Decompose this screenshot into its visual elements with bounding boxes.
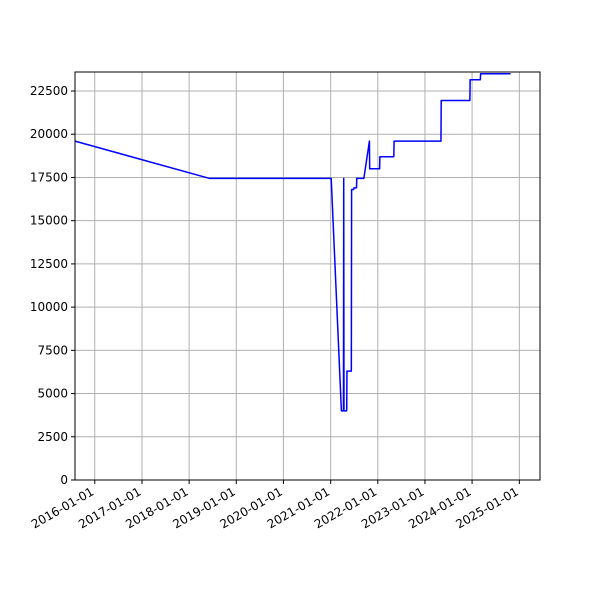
data-series — [74, 72, 511, 412]
y-tick-label: 5000 — [37, 387, 68, 401]
y-tick-label: 22500 — [30, 84, 68, 98]
y-tick-label: 17500 — [30, 170, 68, 184]
y-tick-label: 12500 — [30, 257, 68, 271]
y-tick-label: 15000 — [30, 214, 68, 228]
y-tick-label: 7500 — [37, 343, 68, 357]
y-tick-label: 0 — [60, 473, 68, 487]
plot-area-frame — [74, 71, 541, 481]
series-line — [74, 72, 511, 412]
y-tick-label: 2500 — [37, 430, 68, 444]
y-tick-label: 20000 — [30, 127, 68, 141]
y-tick-label: 10000 — [30, 300, 68, 314]
